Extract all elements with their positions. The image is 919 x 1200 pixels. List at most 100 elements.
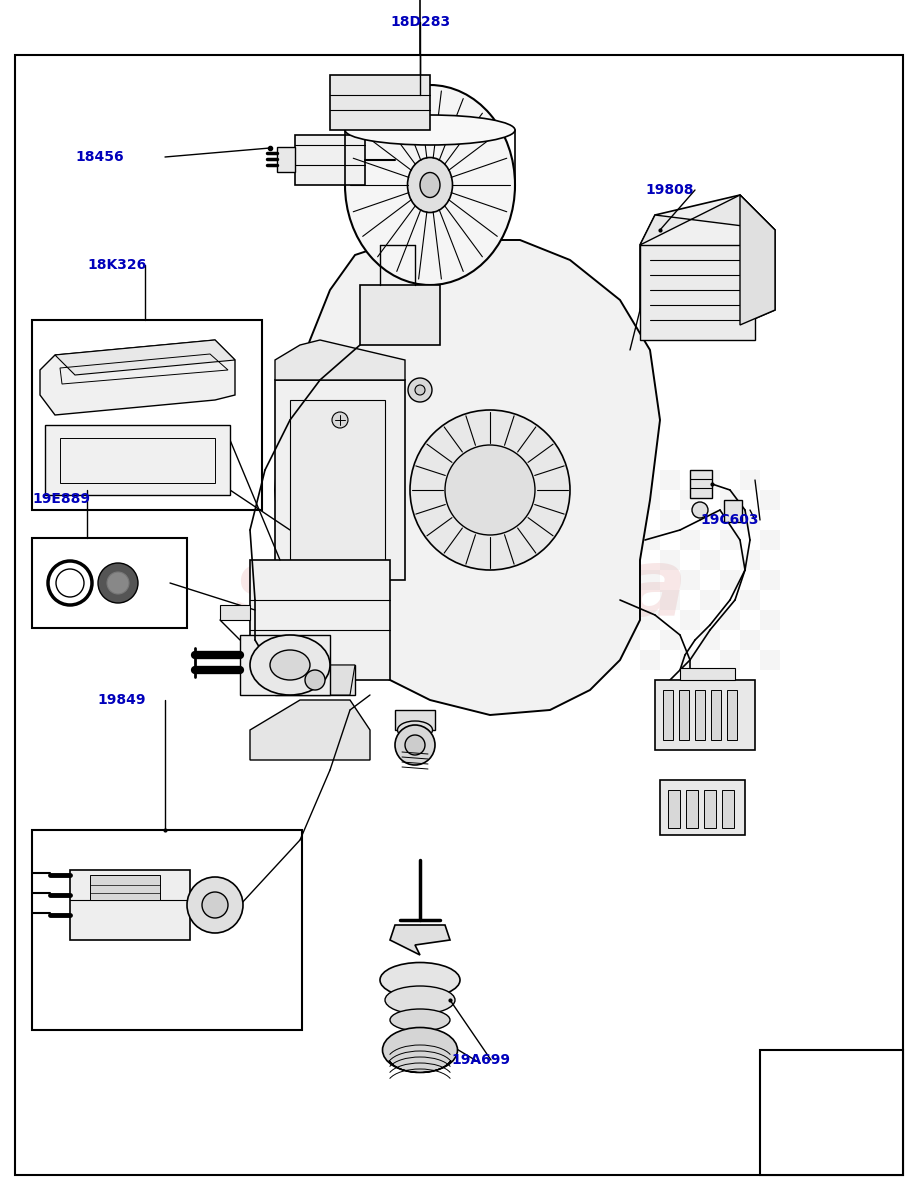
Bar [599, 530, 619, 550]
Bar [659, 590, 679, 610]
Circle shape [410, 410, 570, 570]
Bar [699, 630, 720, 650]
Bar [70, 870, 190, 940]
Bar [60, 438, 215, 482]
Circle shape [414, 385, 425, 395]
Circle shape [98, 563, 138, 602]
Ellipse shape [380, 962, 460, 997]
Bar [759, 1050, 902, 1175]
Polygon shape [275, 665, 355, 695]
Circle shape [187, 877, 243, 934]
Bar [539, 550, 560, 570]
Bar [32, 538, 187, 628]
Circle shape [407, 378, 432, 402]
Bar [579, 590, 599, 610]
Bar [699, 550, 720, 570]
Bar [560, 610, 579, 630]
Bar [759, 490, 779, 510]
Bar [659, 510, 679, 530]
Bar [220, 605, 250, 620]
Bar [759, 570, 779, 590]
Circle shape [445, 445, 535, 535]
Bar [599, 610, 619, 630]
Bar [679, 610, 699, 630]
Text: 19849: 19849 [96, 692, 145, 707]
Bar [599, 650, 619, 670]
Bar [579, 550, 599, 570]
Text: 18K326: 18K326 [87, 258, 146, 272]
Bar [710, 690, 720, 740]
Bar [723, 500, 742, 522]
Bar [275, 665, 355, 695]
Bar [720, 650, 739, 670]
Text: 18456: 18456 [75, 150, 123, 164]
Ellipse shape [345, 85, 515, 284]
Bar [619, 590, 640, 610]
Bar [759, 610, 779, 630]
Bar [679, 650, 699, 670]
Polygon shape [390, 925, 449, 955]
Polygon shape [275, 240, 659, 715]
Bar [739, 550, 759, 570]
Bar [689, 470, 711, 498]
Bar [640, 610, 659, 630]
Polygon shape [640, 194, 774, 340]
Bar [539, 470, 560, 490]
Circle shape [107, 572, 129, 594]
Bar [739, 510, 759, 530]
Bar [721, 790, 733, 828]
Circle shape [394, 725, 435, 766]
Bar [720, 570, 739, 590]
Circle shape [345, 346, 634, 635]
Bar [32, 830, 301, 1030]
Circle shape [305, 670, 324, 690]
Bar [539, 630, 560, 650]
Text: 19E889: 19E889 [32, 492, 90, 506]
Bar [640, 530, 659, 550]
Bar [679, 490, 699, 510]
Circle shape [332, 412, 347, 428]
Bar [679, 668, 734, 680]
Bar [759, 530, 779, 550]
Bar [739, 590, 759, 610]
Bar [539, 590, 560, 610]
Bar [45, 425, 230, 494]
Bar [699, 470, 720, 490]
Ellipse shape [269, 650, 310, 680]
Bar [640, 650, 659, 670]
Bar [667, 790, 679, 828]
Bar [394, 710, 435, 730]
Bar [703, 790, 715, 828]
Bar [619, 470, 640, 490]
Bar [619, 630, 640, 650]
Bar [739, 630, 759, 650]
Bar [277, 146, 295, 172]
Bar [599, 490, 619, 510]
Bar [726, 690, 736, 740]
Ellipse shape [345, 115, 515, 145]
Text: c  a  r     p  a  r  t  s: c a r p a r t s [360, 650, 559, 670]
Polygon shape [275, 340, 404, 380]
Bar [560, 650, 579, 670]
Bar [678, 690, 688, 740]
Bar [289, 400, 384, 560]
Bar [659, 630, 679, 650]
Bar [560, 530, 579, 550]
Bar [654, 680, 754, 750]
Bar [663, 690, 673, 740]
Bar [659, 470, 679, 490]
Polygon shape [640, 194, 774, 245]
Ellipse shape [384, 986, 455, 1014]
Bar [539, 510, 560, 530]
Polygon shape [250, 700, 369, 760]
Bar [759, 650, 779, 670]
Text: 19C603: 19C603 [699, 514, 757, 527]
Text: 19808: 19808 [644, 182, 693, 197]
Circle shape [691, 502, 708, 518]
Ellipse shape [250, 635, 330, 695]
Bar [599, 570, 619, 590]
Text: 19A699: 19A699 [450, 1054, 509, 1067]
Bar [699, 510, 720, 530]
Bar [359, 284, 439, 346]
Bar [295, 134, 365, 185]
